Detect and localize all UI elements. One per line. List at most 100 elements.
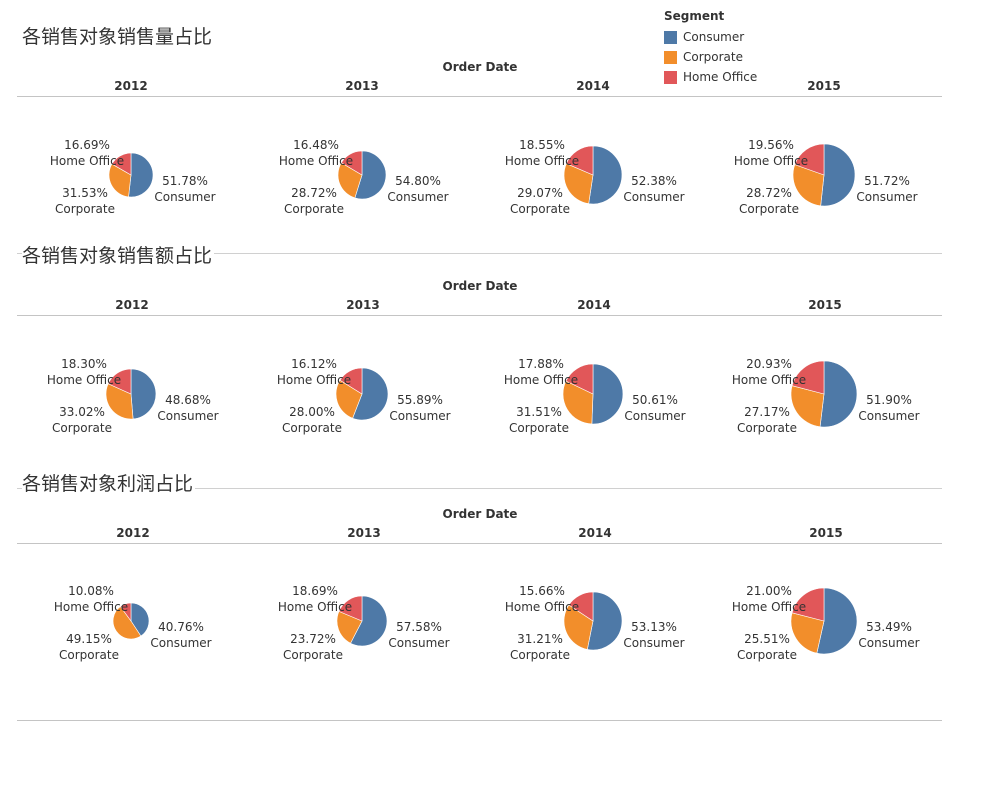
pie-slice-consumer[interactable] [352, 367, 389, 421]
pie-label-home-office-category: Home Office [504, 373, 578, 387]
column-axis-label: Order Date [442, 279, 518, 293]
year-header: 2012 [116, 526, 150, 540]
pie-slice-home-office[interactable] [107, 368, 132, 395]
pie-label-consumer-category: Consumer [154, 190, 215, 204]
year-header: 2014 [578, 526, 612, 540]
pie-slice-consumer[interactable] [350, 595, 388, 647]
pie-label-consumer-value: 51.78% [162, 174, 208, 188]
year-header: 2013 [347, 526, 381, 540]
pie-label-home-office-value: 21.00% [746, 584, 792, 598]
year-header: 2015 [808, 298, 842, 312]
pie-label-corporate-category: Corporate [283, 648, 343, 662]
pie-label-corporate-value: 28.72% [291, 186, 337, 200]
pie-label-consumer-value: 48.68% [165, 393, 211, 407]
year-header: 2014 [576, 79, 610, 93]
pie-label-corporate-category: Corporate [52, 421, 112, 435]
pie-label-corporate-category: Corporate [509, 421, 569, 435]
pie-label-corporate-category: Corporate [739, 202, 799, 216]
pie-label-corporate-value: 28.00% [289, 405, 335, 419]
bottom-divider [17, 720, 942, 721]
pie-slice-consumer[interactable] [354, 150, 387, 200]
pie-label-consumer-category: Consumer [388, 636, 449, 650]
pie-slice-corporate[interactable] [563, 604, 594, 650]
pie-label-consumer-value: 51.72% [864, 174, 910, 188]
pie-slice-consumer[interactable] [586, 591, 623, 651]
pie-slice-corporate[interactable] [790, 612, 825, 654]
pie-row: 51.78% Consumer 31.53% Corporate 16.69% Home … [50, 138, 918, 216]
pie-label-consumer-value: 50.61% [632, 393, 678, 407]
pie-label-consumer-category: Consumer [150, 636, 211, 650]
pie-slice-corporate[interactable] [335, 379, 363, 419]
legend-item-corporate[interactable]: Corporate [664, 47, 757, 67]
pie-label-corporate-value: 29.07% [517, 186, 563, 200]
pie-label-home-office-category: Home Office [278, 600, 352, 614]
pie-label-home-office-value: 16.69% [64, 138, 110, 152]
pie-label-corporate-value: 25.51% [744, 632, 790, 646]
pie-slice-consumer[interactable] [820, 143, 856, 207]
pie-label-corporate-category: Corporate [737, 421, 797, 435]
pie-slice-consumer[interactable] [130, 368, 157, 420]
pie-label-corporate-category: Corporate [737, 648, 797, 662]
pie-slice-corporate[interactable] [336, 610, 363, 644]
legend-swatch-consumer [664, 30, 677, 44]
pie-slice-corporate[interactable] [108, 163, 132, 198]
pie-label-consumer-value: 52.38% [631, 174, 677, 188]
pie-slice-consumer[interactable] [128, 152, 154, 198]
pie-label-home-office-category: Home Office [50, 154, 124, 168]
pie-slice-corporate[interactable] [563, 163, 594, 205]
pie-label-consumer-category: Consumer [858, 636, 919, 650]
pie-slice-home-office[interactable] [565, 145, 594, 176]
pie-label-home-office-value: 19.56% [748, 138, 794, 152]
chart-title: 各销售对象销售额占比 [22, 241, 215, 268]
pie-label-home-office-category: Home Office [505, 154, 579, 168]
pie-slice-home-office[interactable] [340, 150, 363, 176]
pie-label-consumer-category: Consumer [856, 190, 917, 204]
pie-label-corporate-value: 23.72% [290, 632, 336, 646]
pie-slice-corporate[interactable] [790, 385, 825, 428]
pie-label-home-office-category: Home Office [505, 600, 579, 614]
legend-item-consumer[interactable]: Consumer [664, 27, 757, 47]
year-header: 2012 [115, 298, 149, 312]
pie-label-corporate-category: Corporate [284, 202, 344, 216]
column-axis-label: Order Date [442, 507, 518, 521]
pie-slice-home-office[interactable] [568, 591, 594, 622]
pie-label-consumer-value: 53.13% [631, 620, 677, 634]
pie-slice-consumer[interactable] [819, 360, 858, 428]
pie-label-home-office-category: Home Office [279, 154, 353, 168]
pie-slice-corporate[interactable] [792, 164, 825, 207]
pie-slice-home-office[interactable] [339, 367, 363, 395]
pie-slice-home-office[interactable] [565, 363, 594, 395]
pie-label-consumer-value: 55.89% [397, 393, 443, 407]
chart-section-sales-quantity: 各销售对象销售量占比 Order Date 2012 2013 2014 201… [0, 22, 1000, 252]
chart-title: 各销售对象利润占比 [22, 469, 196, 496]
pie-label-consumer-value: 51.90% [866, 393, 912, 407]
pie-label-corporate-category: Corporate [55, 202, 115, 216]
column-axis-label: Order Date [442, 60, 518, 74]
pie-slice-consumer[interactable] [816, 587, 858, 655]
pie-slice-corporate[interactable] [112, 606, 142, 640]
pie-label-consumer-category: Consumer [623, 636, 684, 650]
pie-label-home-office-value: 18.55% [519, 138, 565, 152]
pie-row: 40.76% Consumer 49.15% Corporate 10.08% Home … [54, 584, 920, 662]
legend-label-home-office: Home Office [683, 70, 758, 84]
pie-label-corporate-value: 31.51% [516, 405, 562, 419]
pie-slice-corporate[interactable] [105, 383, 134, 420]
pie-label-consumer-value: 54.80% [395, 174, 441, 188]
header-divider [17, 543, 942, 544]
pie-slice-consumer[interactable] [588, 145, 623, 205]
pie-slice-home-office[interactable] [794, 143, 825, 176]
year-header: 2015 [807, 79, 841, 93]
pie-slice-home-office[interactable] [111, 152, 132, 176]
year-header: 2013 [346, 298, 380, 312]
pie-slice-home-office[interactable] [791, 360, 825, 395]
pie-label-consumer-value: 53.49% [866, 620, 912, 634]
pie-slice-home-office[interactable] [119, 602, 132, 622]
pie-slice-home-office[interactable] [791, 587, 825, 622]
legend-item-home-office[interactable]: Home Office [664, 67, 757, 87]
section-divider [17, 253, 942, 254]
legend-label-corporate: Corporate [683, 50, 743, 64]
pie-slice-home-office[interactable] [338, 595, 363, 622]
pie-slice-corporate[interactable] [562, 380, 594, 425]
pie-label-home-office-value: 16.12% [291, 357, 337, 371]
pie-slice-consumer[interactable] [591, 363, 624, 425]
